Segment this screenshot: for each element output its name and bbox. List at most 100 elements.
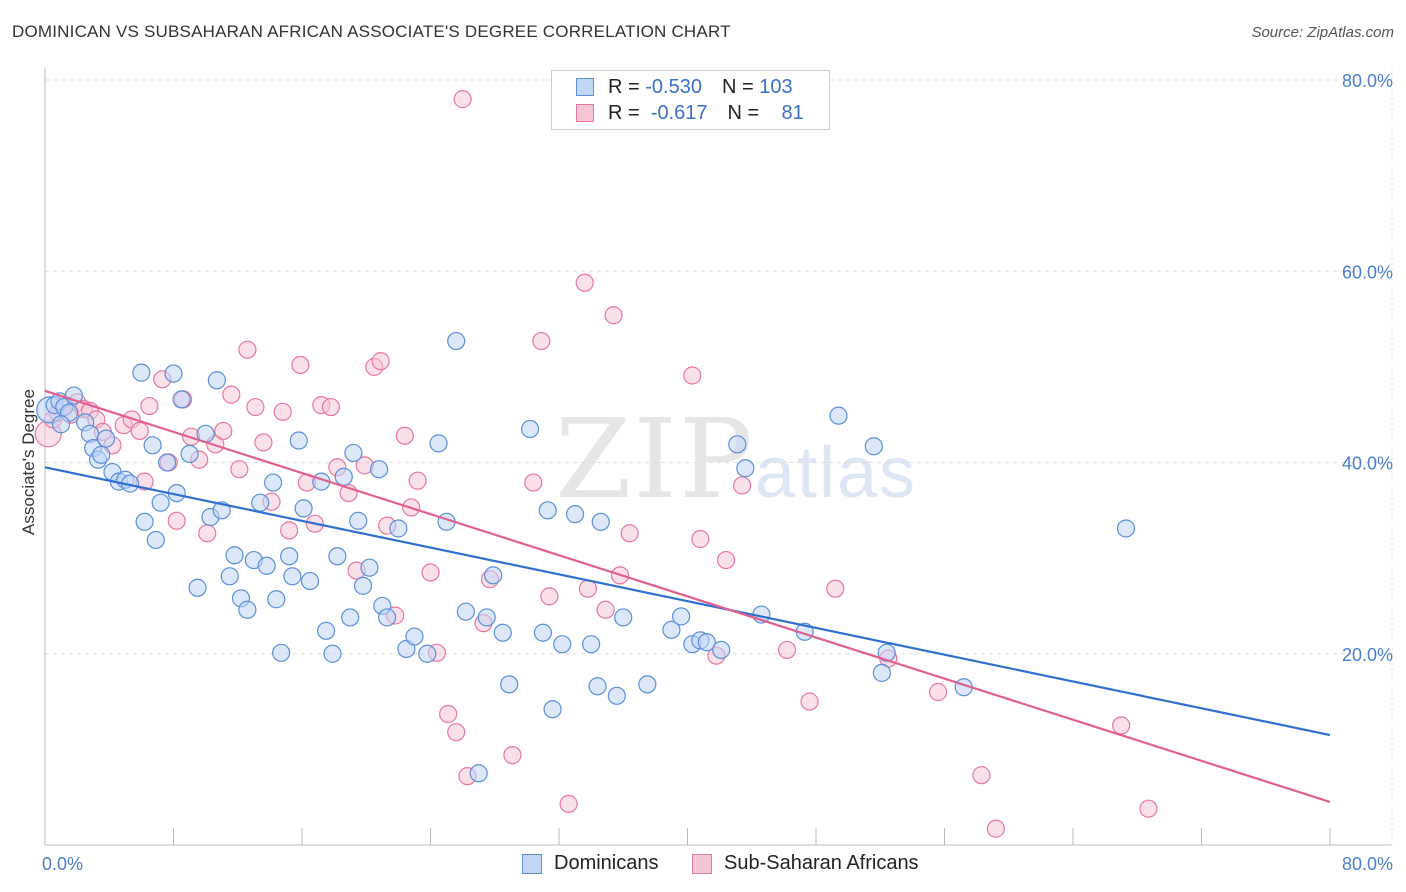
dominican-point <box>328 547 347 566</box>
dominican-point <box>370 460 389 479</box>
dominican-point <box>225 546 244 565</box>
dominican-point <box>405 627 424 646</box>
r-value: -0.617 <box>650 101 708 124</box>
y-axis-label: Associate's Degree <box>19 389 38 535</box>
dominican-point <box>538 501 557 520</box>
dominican-point <box>533 623 553 642</box>
dominican-point <box>378 608 397 627</box>
r-label: R = <box>608 101 640 124</box>
r-value: -0.530 <box>645 75 702 98</box>
dominican-point <box>736 459 755 478</box>
subsaharan-point <box>371 352 390 371</box>
dominican-point <box>344 443 363 463</box>
dominican-point <box>135 512 154 531</box>
dominican-point <box>263 473 283 492</box>
dominican-point <box>300 571 320 591</box>
tick-labels: 20.0% 40.0% 60.0% 80.0% 0.0% 80.0% Associate's… <box>19 71 1393 874</box>
subsaharan-point <box>408 471 427 490</box>
subsaharan-point <box>972 766 991 785</box>
dominican-point <box>257 556 276 575</box>
subsaharan-point <box>395 426 414 445</box>
chart-title: DOMINICAN VS SUBSAHARAN AFRICAN ASSOCIAT… <box>12 22 731 41</box>
dominican-point <box>671 607 691 626</box>
y-tick-label: 80.0% <box>1342 71 1393 91</box>
legend-item-subsaharan[interactable]: Sub-Saharan Africans <box>692 852 919 875</box>
dominican-point <box>51 415 71 434</box>
dominican-point <box>543 700 562 719</box>
subsaharan-point <box>691 529 710 549</box>
subsaharan-point <box>716 550 736 570</box>
subsaharan-point <box>800 692 819 711</box>
subsaharan-point <box>986 819 1006 838</box>
subsaharan-point <box>291 355 310 375</box>
dominican-point <box>316 621 336 640</box>
subsaharan-point <box>928 682 948 702</box>
dominican-point <box>872 663 891 682</box>
subsaharan-point <box>130 421 149 441</box>
subsaharan-point <box>238 340 257 359</box>
dominican-point <box>323 644 342 663</box>
subsaharan-point <box>503 746 522 765</box>
dominican-point <box>614 608 633 627</box>
dominican-point <box>553 635 572 654</box>
dominican-point <box>500 675 519 694</box>
y-tick-label: 40.0% <box>1342 454 1393 474</box>
dominican-point <box>728 435 747 454</box>
dominican-point <box>238 600 257 619</box>
dominican-point <box>341 608 360 627</box>
subsaharan-point <box>447 723 466 742</box>
dominican-point <box>294 499 313 518</box>
dominican-point <box>469 764 488 783</box>
dominican-point <box>829 406 848 425</box>
sub-saharan-points <box>34 90 1158 838</box>
subsaharan-point <box>524 473 543 492</box>
legend-item-dominicans[interactable]: Dominicans <box>522 852 658 875</box>
dominican-point <box>151 493 170 512</box>
subsaharan-point <box>222 385 241 404</box>
subsaharan-point <box>777 640 797 660</box>
dominican-point <box>582 635 601 654</box>
watermark-atlas: atlas <box>754 433 917 513</box>
dominican-point <box>607 686 626 705</box>
dominican-point <box>1116 519 1136 538</box>
x-tick-label-max: 80.0% <box>1342 854 1393 874</box>
dominican-point <box>864 437 883 456</box>
dominican-point <box>638 675 657 694</box>
subsaharan-trend-line <box>44 389 1331 804</box>
dominican-point <box>877 643 896 662</box>
n-label: N = <box>721 75 754 98</box>
subsaharan-point <box>620 524 639 543</box>
legend-swatch-pink <box>576 104 594 122</box>
dominican-point <box>92 445 111 464</box>
dominican-point <box>360 558 379 577</box>
subsaharan-point <box>532 331 551 351</box>
dominican-point <box>697 633 716 652</box>
dominican-point <box>334 467 353 486</box>
y-tick-label: 60.0% <box>1342 262 1393 282</box>
subsaharan-point <box>421 563 440 582</box>
subsaharan-point <box>280 521 299 540</box>
dominican-point <box>220 567 239 586</box>
dominican-point <box>456 602 475 621</box>
legend-swatch-subsaharan <box>692 853 712 874</box>
dominican-trend-line <box>44 466 1331 737</box>
n-label: N = <box>727 101 760 124</box>
dominican-point <box>96 429 116 448</box>
subsaharan-point <box>167 511 186 530</box>
subsaharan-point <box>540 587 559 606</box>
r-label: R = <box>608 75 640 98</box>
dominican-point <box>349 511 368 530</box>
trend-lines <box>44 389 1331 804</box>
stats-legend: R = -0.530 N = 103 R = -0.617 N = 81 <box>551 70 830 130</box>
dominican-point <box>353 576 373 595</box>
subsaharan-point <box>604 306 623 325</box>
legend-swatch-dominicans <box>522 853 542 874</box>
subsaharan-point <box>683 366 702 385</box>
series-legend: Dominicans Sub-Saharan Africans <box>0 852 1406 878</box>
dominican-point <box>272 643 291 662</box>
source-label: Source: ZipAtlas.com <box>1251 24 1394 41</box>
dominican-point <box>251 493 270 512</box>
n-value: 81 <box>781 101 804 124</box>
subsaharan-point <box>453 90 472 109</box>
